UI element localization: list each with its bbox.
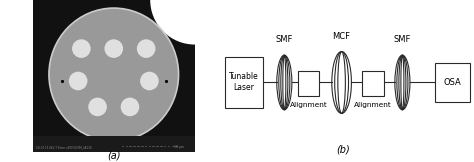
Text: OSA: OSA	[444, 78, 462, 87]
Ellipse shape	[150, 0, 239, 45]
Text: SMF: SMF	[394, 35, 411, 44]
Ellipse shape	[88, 98, 107, 116]
Text: (a): (a)	[107, 150, 120, 160]
Ellipse shape	[49, 8, 179, 141]
Ellipse shape	[69, 72, 87, 90]
Text: Alignment: Alignment	[354, 102, 392, 108]
Text: (b): (b)	[337, 145, 350, 155]
Bar	[362, 71, 383, 96]
Bar	[298, 71, 319, 96]
Text: SU-70 15.0kV 7.8mm x600 50.0M_LA130: SU-70 15.0kV 7.8mm x600 50.0M_LA130	[36, 145, 91, 149]
Bar	[435, 63, 470, 102]
Text: 50 μm: 50 μm	[173, 145, 183, 149]
Text: Alignment: Alignment	[290, 102, 328, 108]
Ellipse shape	[121, 98, 139, 116]
Ellipse shape	[137, 39, 155, 58]
Ellipse shape	[140, 72, 159, 90]
Text: SMF: SMF	[276, 35, 293, 44]
Ellipse shape	[104, 39, 123, 58]
Text: MCF: MCF	[333, 32, 351, 41]
Ellipse shape	[72, 39, 91, 58]
Bar	[225, 58, 263, 108]
Bar	[33, 136, 195, 152]
Text: Tunable
Laser: Tunable Laser	[229, 72, 259, 92]
